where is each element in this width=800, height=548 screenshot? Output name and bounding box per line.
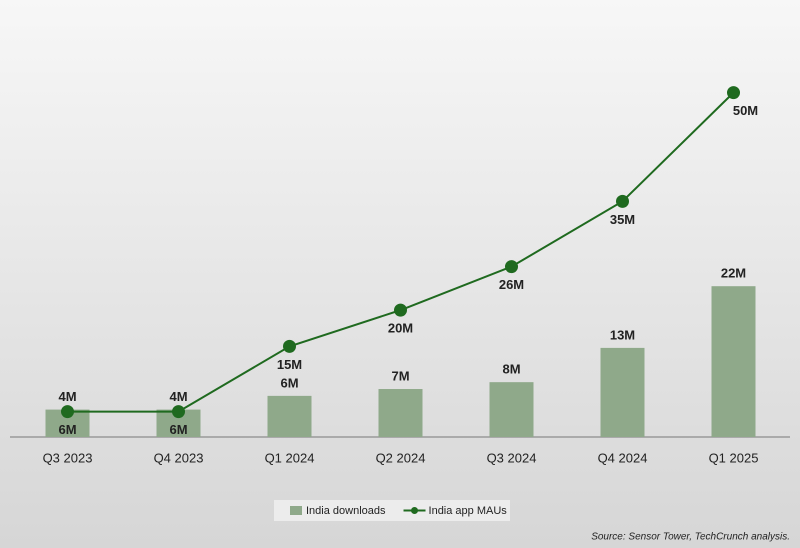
legend-swatch <box>411 507 419 514</box>
bar <box>267 395 312 437</box>
bar-value-label: 22M <box>721 266 746 281</box>
line-value-label: 6M <box>58 422 76 437</box>
legend-swatch <box>290 506 302 515</box>
x-tick-label: Q1 2025 <box>709 450 759 465</box>
x-tick-label: Q2 2024 <box>376 450 426 465</box>
legend-label: India downloads <box>306 505 386 517</box>
legend-label: India app MAUs <box>429 505 508 517</box>
bar <box>600 347 645 437</box>
line-value-label: 20M <box>388 321 413 336</box>
line-value-label: 35M <box>610 212 635 227</box>
line-point <box>283 339 296 353</box>
bar-value-label: 4M <box>169 389 187 404</box>
bar <box>489 382 534 437</box>
bar-value-label: 13M <box>610 327 635 342</box>
line-value-label: 26M <box>499 277 524 292</box>
line-point <box>727 86 740 100</box>
line-value-label: 15M <box>277 357 302 372</box>
line-point <box>172 405 185 419</box>
x-tick-label: Q3 2024 <box>487 450 537 465</box>
bar <box>711 286 756 437</box>
bar-value-label: 4M <box>58 389 76 404</box>
line-point <box>394 303 407 317</box>
line-point <box>505 260 518 274</box>
bar <box>378 389 423 437</box>
source: Source: Sensor Tower, TechCrunch analysi… <box>591 532 790 543</box>
bar-value-label: 6M <box>280 375 298 390</box>
x-tick-label: Q4 2023 <box>154 450 204 465</box>
bar-value-label: 7M <box>391 368 409 383</box>
x-tick-label: Q3 2023 <box>43 450 93 465</box>
legend-box <box>274 500 510 521</box>
line-value-label: 50M <box>733 103 758 118</box>
line-value-label: 6M <box>169 422 187 437</box>
x-tick-label: Q1 2024 <box>265 450 315 465</box>
line-point <box>616 194 629 208</box>
x-tick-label: Q4 2024 <box>598 450 648 465</box>
line-point <box>61 405 74 419</box>
bar-value-label: 8M <box>502 362 520 377</box>
